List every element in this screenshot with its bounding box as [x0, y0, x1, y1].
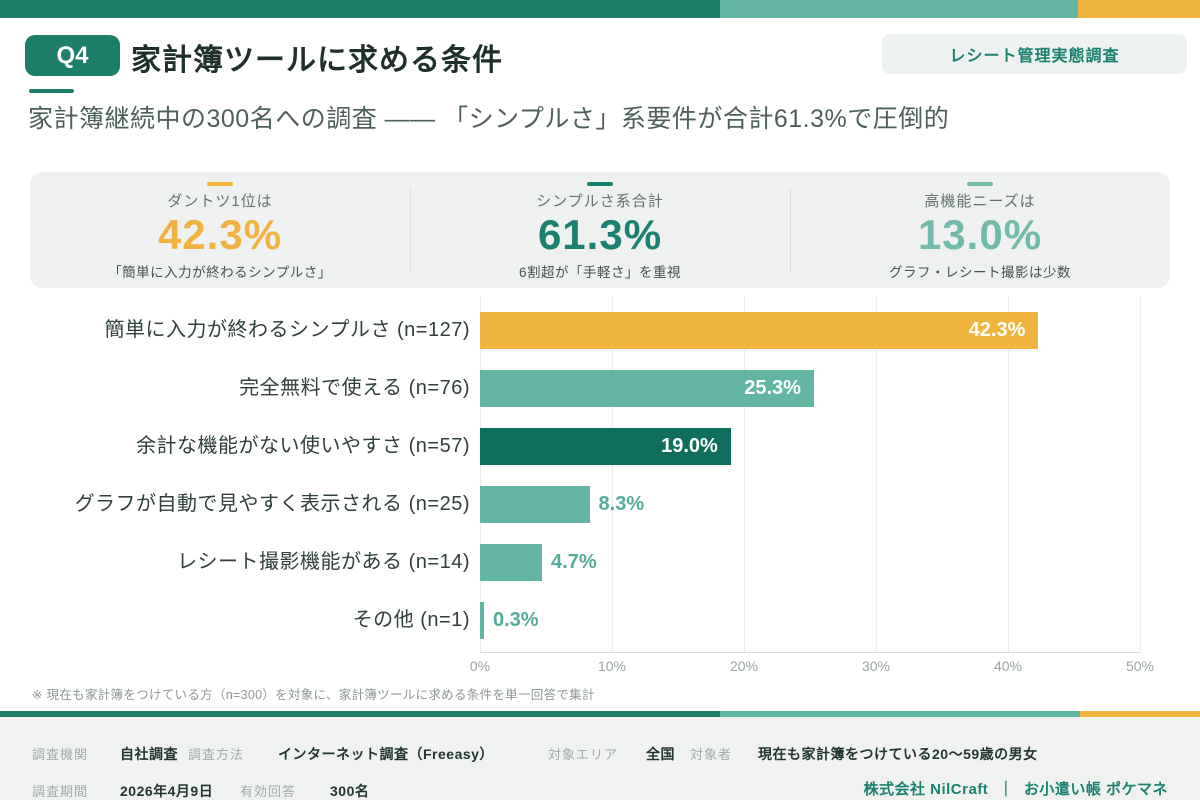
footnote: ※ 現在も家計簿をつけている方（n=300）を対象に、家計簿ツールに求める条件を… — [32, 688, 595, 702]
stat-label: ダントツ1位は — [167, 193, 273, 210]
x-axis-tick-label: 20% — [729, 658, 759, 674]
brand-company: 株式会社 NilCraft — [863, 781, 989, 798]
stat-accent-dash — [587, 182, 613, 186]
brand-credit: 株式会社 NilCraft ｜ お小遣い帳 ポケマネ — [863, 778, 1168, 799]
bar — [480, 602, 484, 639]
gridline — [876, 296, 877, 652]
bar-row: 25.3% — [480, 370, 1140, 407]
meta-value: インターネット調査（Freeasy） — [278, 746, 494, 762]
brand-separator: ｜ — [998, 781, 1014, 798]
top-accent-segment-medium — [720, 0, 1078, 18]
stat-value: 42.3% — [157, 211, 283, 258]
meta-key: 調査方法 — [188, 747, 245, 762]
gridline — [480, 296, 481, 652]
stat-label: シンプルさ系合計 — [536, 193, 664, 210]
stat-caption: グラフ・レシート撮影は少数 — [889, 265, 1071, 280]
bar — [480, 486, 590, 523]
meta-value: 現在も家計簿をつけている20〜59歳の男女 — [758, 746, 1038, 762]
meta-key: 有効回答 — [240, 784, 297, 799]
bar: 19.0% — [480, 428, 731, 465]
stat-label: 高機能ニーズは — [924, 193, 1036, 210]
bar-value-label: 0.3% — [493, 609, 539, 631]
footer-accent-segment-medium — [720, 711, 1080, 717]
bar-value-label: 19.0% — [661, 435, 718, 457]
bar-row: 0.3% — [480, 602, 1140, 639]
gridline — [1140, 296, 1141, 652]
bar-category-label: その他 (n=1) — [352, 609, 470, 631]
x-axis-tick-label: 30% — [861, 658, 891, 674]
key-stats-panel: ダントツ1位は 42.3% 「簡単に入力が終わるシンプルさ」 シンプルさ系合計 … — [30, 172, 1170, 288]
question-number-badge: Q4 — [25, 35, 120, 76]
meta-value: 全国 — [646, 746, 675, 762]
brand-product: お小遣い帳 ポケマネ — [1023, 781, 1168, 798]
bar-category-label: 完全無料で使える (n=76) — [239, 377, 470, 399]
bar: 25.3% — [480, 370, 814, 407]
stat-value: 61.3% — [537, 211, 663, 258]
bar-row: 19.0% — [480, 428, 1140, 465]
bar-value-label: 4.7% — [551, 551, 597, 573]
bar-row: 4.7% — [480, 544, 1140, 581]
bar-plot: 0% 10% 20% 30% 40% 50% 42.3% 25.3% 19.0% 8.3% 4.7%… — [470, 296, 1154, 674]
bar-row: 42.3% — [480, 312, 1140, 349]
bar-row: 8.3% — [480, 486, 1140, 523]
footer-accent-segment-dark — [0, 711, 720, 717]
meta-key: 対象エリア — [548, 747, 619, 762]
stat-card-simplicity-total: シンプルさ系合計 61.3% 6割超が「手軽さ」を重視 — [410, 172, 790, 288]
bar-value-label: 25.3% — [744, 377, 801, 399]
footer-accent-strip — [0, 711, 1200, 717]
x-axis-line — [480, 652, 1140, 653]
meta-value: 2026年4月9日 — [120, 783, 214, 799]
x-axis-tick-label: 0% — [469, 658, 491, 674]
meta-value: 300名 — [330, 783, 370, 799]
subtitle: 家計簿継続中の300名への調査 —— 「シンプルさ」系要件が合計61.3%で圧倒… — [28, 105, 950, 133]
bar: 42.3% — [480, 312, 1039, 349]
bar-value-label: 42.3% — [968, 319, 1026, 341]
title-underline — [29, 89, 74, 93]
survey-meta-footer: 調査機関 自社調査 調査方法 インターネット調査（Freeasy） 対象エリア … — [0, 717, 1200, 800]
bar — [480, 544, 543, 581]
stat-caption: 6割超が「手軽さ」を重視 — [518, 265, 681, 280]
stat-accent-dash — [967, 182, 993, 186]
top-accent-segment-dark — [0, 0, 720, 18]
bar-category-label: 余計な機能がない使いやすさ (n=57) — [136, 435, 470, 457]
footer-accent-segment-orange — [1080, 711, 1200, 717]
survey-name-badge: レシート管理実態調査 — [882, 34, 1187, 74]
meta-key: 調査期間 — [32, 784, 89, 799]
stat-card-advanced-needs: 高機能ニーズは 13.0% グラフ・レシート撮影は少数 — [790, 172, 1170, 288]
stat-accent-dash — [207, 182, 233, 186]
bar-category-label: レシート撮影機能がある (n=14) — [177, 551, 470, 573]
x-axis-tick-label: 50% — [1125, 658, 1155, 674]
x-axis-tick-label: 10% — [597, 658, 627, 674]
meta-key: 調査機関 — [32, 747, 89, 762]
bar-value-label: 8.3% — [598, 493, 645, 515]
bar-chart: 0% 10% 20% 30% 40% 50% 42.3% 25.3% 19.0% 8.3% 4.7%… — [30, 296, 1170, 680]
stat-value: 13.0% — [917, 211, 1043, 258]
bar-category-label: グラフが自動で見やすく表示される (n=25) — [74, 493, 470, 515]
meta-key: 対象者 — [690, 747, 733, 762]
top-accent-bar — [0, 0, 1200, 18]
meta-value: 自社調査 — [120, 746, 178, 762]
gridline — [1008, 296, 1009, 652]
gridline — [744, 296, 745, 652]
stat-caption: 「簡単に入力が終わるシンプルさ」 — [108, 265, 332, 280]
page-title: 家計簿ツールに求める条件 — [131, 43, 503, 77]
top-accent-segment-orange — [1078, 0, 1200, 18]
stat-card-top1: ダントツ1位は 42.3% 「簡単に入力が終わるシンプルさ」 — [30, 172, 410, 288]
bar-category-label: 簡単に入力が終わるシンプルさ (n=127) — [104, 319, 470, 341]
gridline — [612, 296, 613, 652]
x-axis-tick-label: 40% — [993, 658, 1023, 674]
